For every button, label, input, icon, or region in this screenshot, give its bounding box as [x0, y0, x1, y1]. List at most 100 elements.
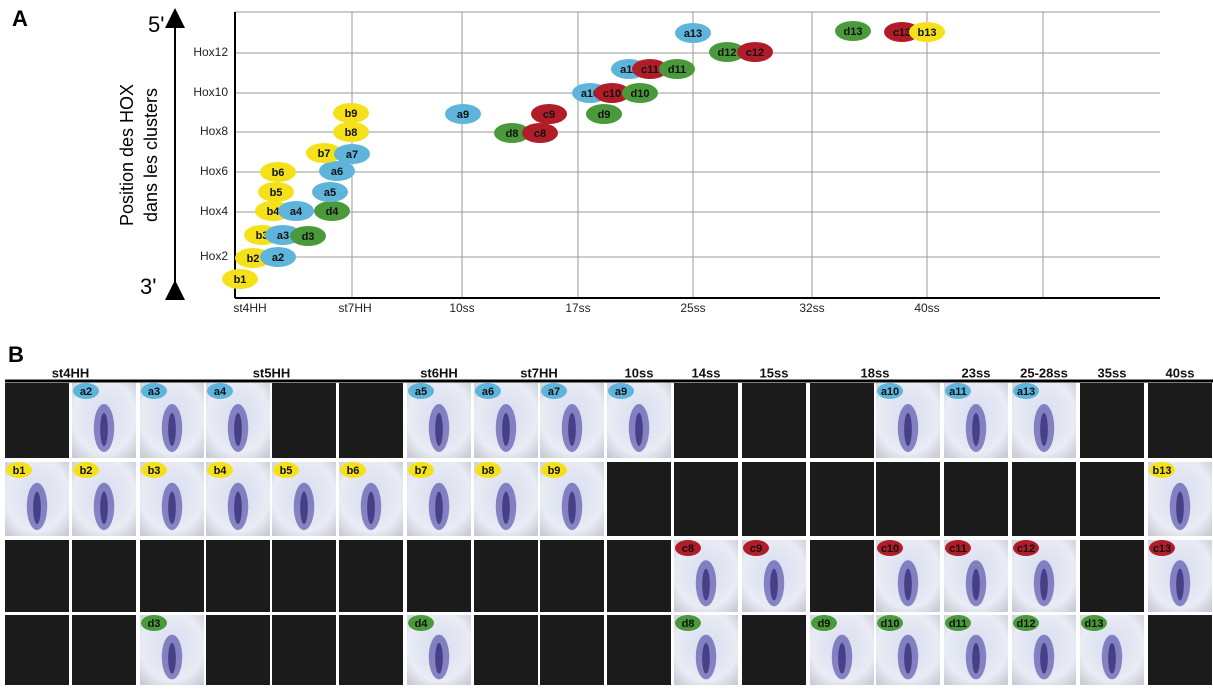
- cell-tag: [743, 540, 769, 556]
- cell-label: b4: [214, 465, 228, 477]
- empty-cell: [272, 540, 336, 612]
- gene-node: [909, 22, 945, 42]
- empty-cell: [876, 462, 940, 536]
- empty-cell: [607, 540, 671, 612]
- cell-label: b8: [482, 465, 495, 477]
- empty-cell: [72, 615, 136, 685]
- gene-node: [494, 123, 530, 143]
- gene-node: [222, 269, 258, 289]
- empty-cell: [607, 615, 671, 685]
- gene-label: b3: [256, 230, 269, 242]
- column-header: st5HH: [253, 365, 291, 380]
- gene-node: [258, 182, 294, 202]
- cell-tag: [141, 615, 167, 631]
- gene-node: [675, 23, 711, 43]
- empty-cell: [540, 540, 604, 612]
- cell-label: a6: [482, 386, 494, 398]
- x-label: 32ss: [799, 301, 824, 315]
- cell-tag: [207, 462, 233, 478]
- empty-cell: [474, 615, 538, 685]
- cell-tag: [207, 383, 233, 399]
- expression-core: [435, 491, 443, 525]
- empty-cell: [1148, 383, 1212, 458]
- cell-tag: [675, 540, 701, 556]
- cell-tag: [6, 462, 32, 478]
- empty-cell: [742, 462, 806, 536]
- empty-cell: [607, 462, 671, 536]
- x-label: 40ss: [914, 301, 939, 315]
- expression-core: [1176, 491, 1184, 525]
- expression-core: [1040, 643, 1048, 674]
- y-label: Hox6: [200, 164, 228, 178]
- cell-label: a3: [148, 386, 160, 398]
- gene-label: d3: [302, 231, 315, 243]
- column-header: st4HH: [52, 365, 90, 380]
- expression-core: [168, 491, 176, 525]
- gene-node: [306, 143, 342, 163]
- gene-label: b7: [318, 148, 331, 160]
- expression-core: [100, 413, 108, 446]
- cell-label: d13: [1085, 618, 1104, 630]
- expression-core: [100, 491, 108, 525]
- expression-core: [904, 568, 912, 601]
- expression-core: [300, 491, 308, 525]
- gene-label: c11: [641, 64, 659, 76]
- cell-label: d3: [148, 618, 161, 630]
- gene-label: a6: [331, 166, 343, 178]
- axis-title-line: dans les clusters: [141, 88, 161, 222]
- empty-cell: [407, 540, 471, 612]
- cell-label: c8: [682, 543, 694, 555]
- gene-label: c13: [893, 27, 911, 39]
- expression-core: [972, 413, 980, 446]
- empty-cell: [674, 383, 738, 458]
- gene-label: b2: [247, 253, 260, 265]
- cell-tag: [608, 383, 634, 399]
- empty-cell: [742, 383, 806, 458]
- empty-cell: [810, 540, 874, 612]
- gene-label: c10: [603, 88, 621, 100]
- cell-tag: [811, 615, 837, 631]
- cell-label: a11: [949, 386, 967, 398]
- cell-tag: [340, 462, 366, 478]
- expression-core: [435, 413, 443, 446]
- x-label: st7HH: [338, 301, 371, 315]
- empty-cell: [339, 615, 403, 685]
- gene-node: [531, 104, 567, 124]
- expression-core: [972, 568, 980, 601]
- cell-tag: [408, 615, 434, 631]
- cell-label: a10: [881, 386, 899, 398]
- gene-label: d8: [506, 128, 519, 140]
- gene-node: [659, 59, 695, 79]
- expression-core: [367, 491, 375, 525]
- empty-cell: [474, 540, 538, 612]
- cell-tag: [541, 462, 567, 478]
- gene-node: [594, 83, 630, 103]
- expression-core: [435, 643, 443, 674]
- expression-core: [1176, 568, 1184, 601]
- cell-label: c11: [949, 543, 967, 555]
- cell-label: a9: [615, 386, 627, 398]
- cell-tag: [1149, 462, 1175, 478]
- expression-core: [904, 643, 912, 674]
- cell-label: b6: [347, 465, 360, 477]
- cell-tag: [541, 383, 567, 399]
- empty-cell: [5, 540, 69, 612]
- gene-node: [709, 42, 745, 62]
- cell-tag: [141, 462, 167, 478]
- gene-node: [884, 22, 920, 42]
- x-label: st4HH: [233, 301, 266, 315]
- gene-label: a3: [277, 230, 289, 242]
- cell-tag: [273, 462, 299, 478]
- cell-label: b3: [148, 465, 161, 477]
- expression-core: [702, 643, 710, 674]
- cell-label: d11: [949, 618, 967, 630]
- expression-core: [502, 491, 510, 525]
- empty-cell: [1148, 615, 1212, 685]
- cell-tag: [475, 383, 501, 399]
- empty-cell: [272, 383, 336, 458]
- gene-node: [333, 103, 369, 123]
- y-label: Hox8: [200, 124, 228, 138]
- gene-node: [290, 226, 326, 246]
- empty-cell: [1080, 540, 1144, 612]
